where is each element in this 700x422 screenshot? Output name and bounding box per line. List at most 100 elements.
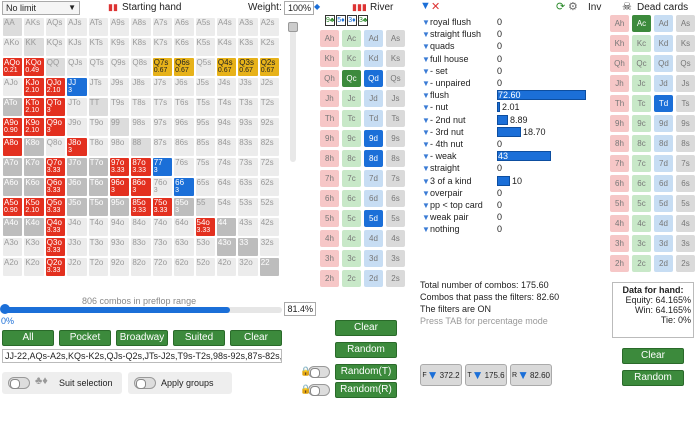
hand-cell-86s[interactable]: 86s bbox=[173, 137, 195, 157]
filter-icon[interactable]: ▼ bbox=[422, 66, 430, 76]
dead-card-Qc[interactable]: Qc bbox=[632, 55, 651, 72]
hand-cell-42o[interactable]: 42o bbox=[215, 257, 238, 277]
board-card-5s[interactable]: 5s bbox=[386, 210, 405, 227]
filter-row[interactable]: ▼nothing 0 bbox=[422, 223, 597, 235]
filter-icon[interactable]: ▼ bbox=[422, 201, 430, 210]
filter-row[interactable]: ▼- weak 43 bbox=[422, 150, 597, 162]
hand-cell-87s[interactable]: 87s bbox=[151, 137, 174, 157]
hand-cell-A8o[interactable]: A8o bbox=[2, 137, 24, 157]
hand-cell-A9s[interactable]: A9s bbox=[108, 17, 131, 37]
filter-icon[interactable]: ▼ bbox=[422, 30, 430, 40]
hand-cell-54o[interactable]: 54o 3.33 bbox=[194, 217, 216, 237]
board-card-7d[interactable]: 7d bbox=[364, 170, 383, 187]
hand-cell-Q8o[interactable]: Q8o bbox=[44, 137, 67, 157]
hand-cell-96o[interactable]: 96o 3 bbox=[108, 177, 131, 197]
dead-card-3c[interactable]: 3c bbox=[632, 235, 651, 252]
all-button[interactable]: All bbox=[2, 330, 54, 346]
hand-cell-T5s[interactable]: T5s bbox=[194, 97, 216, 117]
gear-icon[interactable]: ⚙ bbox=[568, 1, 578, 13]
apply-groups-toggle[interactable] bbox=[134, 377, 156, 389]
hand-cell-T4s[interactable]: T4s bbox=[215, 97, 238, 117]
randomr-board-button[interactable]: Random(R) bbox=[335, 382, 397, 398]
hand-cell-T2o[interactable]: T2o bbox=[87, 257, 109, 277]
board-card-Ac[interactable]: Ac bbox=[342, 30, 361, 47]
hand-cell-Q3o[interactable]: Q3o 3.33 bbox=[44, 237, 67, 257]
dead-card-3d[interactable]: 3d bbox=[654, 235, 673, 252]
hand-cell-ATo[interactable]: ATo bbox=[2, 97, 24, 117]
board-card-5h[interactable]: 5h bbox=[320, 210, 339, 227]
dead-card-Th[interactable]: Th bbox=[610, 95, 629, 112]
dead-card-6d[interactable]: 6d bbox=[654, 175, 673, 192]
board-card-8s[interactable]: 8s bbox=[386, 150, 405, 167]
clear-button[interactable]: Clear bbox=[230, 330, 282, 346]
board-card-4s[interactable]: 4s bbox=[386, 230, 405, 247]
board-card-Js[interactable]: Js bbox=[386, 90, 405, 107]
dead-card-Qs[interactable]: Qs bbox=[676, 55, 695, 72]
board-card-2s[interactable]: 2s bbox=[386, 270, 405, 287]
hand-cell-83s[interactable]: 83s bbox=[237, 137, 259, 157]
hand-cell-A5s[interactable]: A5s bbox=[194, 17, 216, 37]
hand-cell-64s[interactable]: 64s bbox=[215, 177, 238, 197]
hand-cell-T4o[interactable]: T4o bbox=[87, 217, 109, 237]
hand-cell-T6o[interactable]: T6o bbox=[87, 177, 109, 197]
hand-cell-A3s[interactable]: A3s bbox=[237, 17, 259, 37]
dead-card-Kh[interactable]: Kh bbox=[610, 35, 629, 52]
hand-cell-Q9s[interactable]: Q9s bbox=[108, 57, 131, 77]
dead-card-5h[interactable]: 5h bbox=[610, 195, 629, 212]
hand-cell-TT[interactable]: TT bbox=[87, 97, 109, 117]
filter-icon[interactable]: ▼ bbox=[422, 127, 430, 137]
board-card-Jd[interactable]: Jd bbox=[364, 90, 383, 107]
hand-cell-K5s[interactable]: K5s bbox=[194, 37, 216, 57]
filter-row[interactable]: ▼- nut 2.01 bbox=[422, 101, 597, 113]
hand-cell-52o[interactable]: 52o bbox=[194, 257, 216, 277]
hand-cell-22[interactable]: 22 bbox=[258, 257, 281, 277]
dead-card-2h[interactable]: 2h bbox=[610, 255, 629, 272]
filter-icon[interactable]: ▼ bbox=[422, 152, 430, 162]
hand-cell-Q7s[interactable]: Q7s 0.67 bbox=[151, 57, 174, 77]
hand-cell-66[interactable]: 66 3 bbox=[173, 177, 195, 197]
board-card-9s[interactable]: 9s bbox=[386, 130, 405, 147]
limit-select[interactable]: No limit ▼ bbox=[2, 1, 80, 15]
range-slider-handle[interactable] bbox=[0, 304, 10, 314]
hand-cell-Q3s[interactable]: Q3s 0.67 bbox=[237, 57, 259, 77]
hand-cell-75s[interactable]: 75s bbox=[194, 157, 216, 177]
suited-button[interactable]: Suited bbox=[173, 330, 225, 346]
hand-cell-K9o[interactable]: K9o 2.10 bbox=[23, 117, 45, 137]
filter-icon[interactable]: ▼ bbox=[420, 0, 431, 12]
filter-row[interactable]: ▼3 of a kind 10 bbox=[422, 175, 597, 187]
dead-card-9c[interactable]: 9c bbox=[632, 115, 651, 132]
filter-row[interactable]: ▼pp < top card 0 bbox=[422, 199, 597, 211]
hand-cell-65o[interactable]: 65o 3 bbox=[173, 197, 195, 217]
dead-card-Ad[interactable]: Ad bbox=[654, 15, 673, 32]
board-card-Ts[interactable]: Ts bbox=[386, 110, 405, 127]
hand-cell-43o[interactable]: 43o bbox=[215, 237, 238, 257]
hand-cell-97s[interactable]: 97s bbox=[151, 117, 174, 137]
random-lock-toggle[interactable] bbox=[308, 384, 330, 396]
hand-cell-J8s[interactable]: J8s bbox=[130, 77, 152, 97]
hand-cell-J2s[interactable]: J2s bbox=[258, 77, 281, 97]
board-card-9c[interactable]: 9c bbox=[342, 130, 361, 147]
range-slider-track[interactable] bbox=[2, 307, 282, 313]
filter-icon[interactable]: ▼ bbox=[422, 91, 430, 101]
board-card-3c[interactable]: 3c bbox=[342, 250, 361, 267]
hand-cell-A9o[interactable]: A9o 0.90 bbox=[2, 117, 24, 137]
board-card-7s[interactable]: 7s bbox=[386, 170, 405, 187]
hand-cell-T3s[interactable]: T3s bbox=[237, 97, 259, 117]
hand-cell-Q8s[interactable]: Q8s bbox=[130, 57, 152, 77]
weight-slider-handle[interactable] bbox=[288, 22, 298, 32]
hand-cell-K2s[interactable]: K2s bbox=[258, 37, 281, 57]
hand-cell-52s[interactable]: 52s bbox=[258, 197, 281, 217]
hand-cell-K3o[interactable]: K3o bbox=[23, 237, 45, 257]
board-card-Qs[interactable]: Qs bbox=[386, 70, 405, 87]
dead-card-Jh[interactable]: Jh bbox=[610, 75, 629, 92]
hand-cell-73o[interactable]: 73o bbox=[151, 237, 174, 257]
board-card-As[interactable]: As bbox=[386, 30, 405, 47]
hand-cell-K9s[interactable]: K9s bbox=[108, 37, 131, 57]
filter-row[interactable]: ▼- 2nd nut 8.89 bbox=[422, 114, 597, 126]
hand-cell-92s[interactable]: 92s bbox=[258, 117, 281, 137]
dead-card-2d[interactable]: 2d bbox=[654, 255, 673, 272]
hand-cell-32s[interactable]: 32s bbox=[258, 237, 281, 257]
hand-cell-43s[interactable]: 43s bbox=[237, 217, 259, 237]
board-card-Kc[interactable]: Kc bbox=[342, 50, 361, 67]
hand-cell-K7o[interactable]: K7o bbox=[23, 157, 45, 177]
